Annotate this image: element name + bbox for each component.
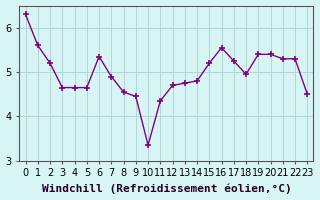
X-axis label: Windchill (Refroidissement éolien,°C): Windchill (Refroidissement éolien,°C) (42, 184, 291, 194)
